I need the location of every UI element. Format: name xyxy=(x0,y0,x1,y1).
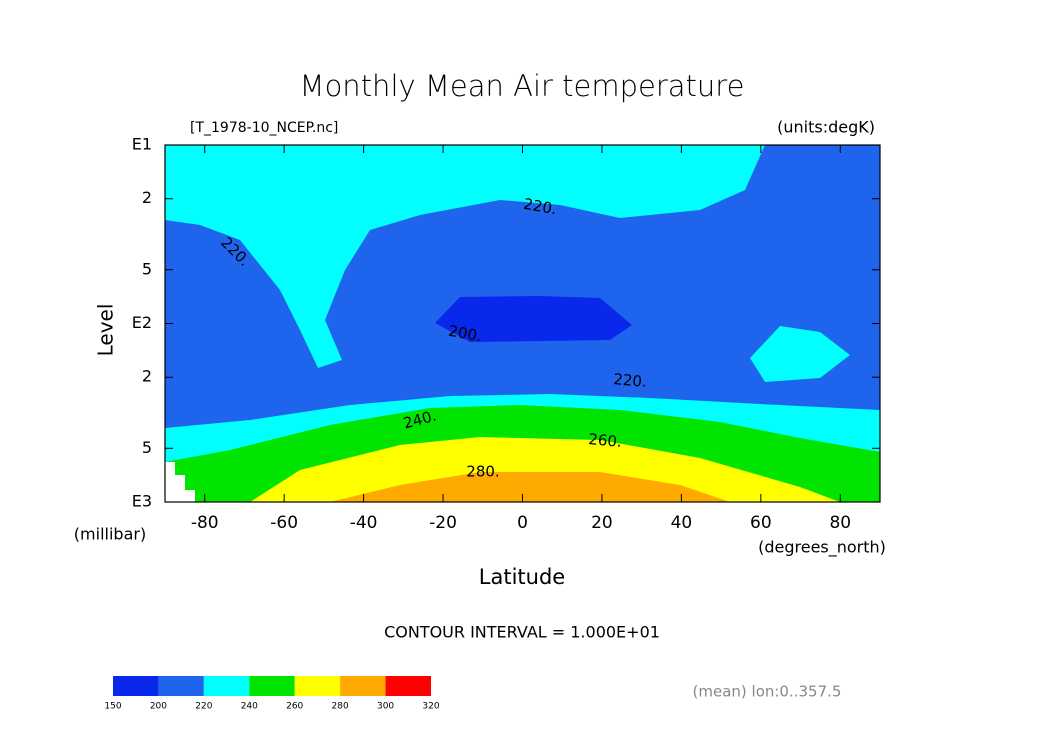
colorbar-label: 150 xyxy=(104,702,121,712)
contour-interval: CONTOUR INTERVAL = 1.000E+01 xyxy=(384,623,660,642)
contour-label: 200. xyxy=(447,322,483,346)
contour-label: 280. xyxy=(466,463,499,481)
x-tick-label: -40 xyxy=(350,513,378,533)
file-label: [T_1978-10_NCEP.nc] xyxy=(190,120,338,136)
contour-fill xyxy=(165,145,765,368)
x-axis-label: Latitude xyxy=(479,565,565,589)
y-tick-label: 5 xyxy=(142,438,152,457)
y-tick-label: 2 xyxy=(142,188,152,207)
x-tick-label: 0 xyxy=(517,513,528,533)
colorbar-label: 200 xyxy=(150,702,167,712)
x-tick-label: 20 xyxy=(591,513,613,533)
contour-fill xyxy=(330,472,730,502)
colorbar-swatch xyxy=(385,676,431,696)
y-tick-label: E3 xyxy=(132,492,152,511)
footnote: (mean) lon:0..357.5 xyxy=(693,683,842,701)
x-tick-label: -60 xyxy=(270,513,298,533)
colorbar-label: 320 xyxy=(422,702,439,712)
contour-label: 260. xyxy=(588,430,623,451)
y-axis-label: Level xyxy=(94,304,118,357)
y-units: (millibar) xyxy=(74,525,146,544)
chart-title: Monthly Mean Air temperature xyxy=(300,69,745,103)
x-tick-label: -20 xyxy=(429,513,457,533)
colorbar-swatch xyxy=(340,676,386,696)
contour-label: 220. xyxy=(613,370,648,391)
colorbar-swatch xyxy=(113,676,159,696)
x-tick-label: -80 xyxy=(191,513,219,533)
y-tick-label: 5 xyxy=(142,259,152,278)
y-tick-label: E1 xyxy=(132,135,152,154)
x-tick-label: 40 xyxy=(671,513,693,533)
colorbar-swatch xyxy=(203,676,250,696)
units-label: (units:degK) xyxy=(777,118,875,137)
colorbar-swatch xyxy=(294,676,341,696)
missing-region xyxy=(165,462,195,502)
contour-fill xyxy=(750,326,850,382)
contour-label: 220. xyxy=(522,195,558,219)
x-tick-label: 80 xyxy=(829,513,851,533)
colorbar-swatch xyxy=(158,676,204,696)
colorbar-label: 260 xyxy=(286,702,303,712)
x-tick-label: 60 xyxy=(750,513,772,533)
contour-fills xyxy=(165,145,880,502)
y-tick-label: 2 xyxy=(142,367,152,386)
colorbar-label: 280 xyxy=(332,702,349,712)
colorbar-label: 240 xyxy=(241,702,258,712)
colorbar-label: 300 xyxy=(377,702,394,712)
colorbar-label: 220 xyxy=(195,702,212,712)
contour-fill xyxy=(435,296,632,342)
x-units: (degrees_north) xyxy=(758,538,886,558)
y-tick-label: E2 xyxy=(132,313,152,332)
colorbar-swatch xyxy=(249,676,295,696)
